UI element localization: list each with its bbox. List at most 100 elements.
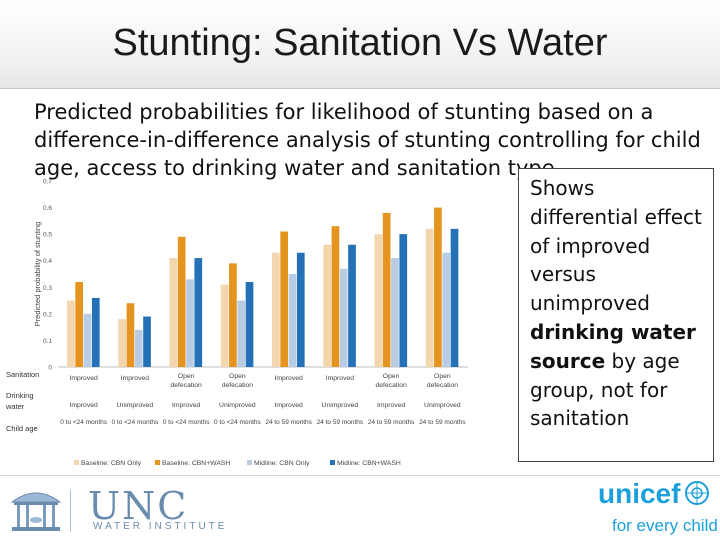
bar-4-3 — [194, 258, 203, 367]
y-tick-label-2: 0.2 — [43, 311, 52, 318]
bar-4-5 — [296, 252, 305, 367]
unc-logo-name: UNC — [88, 484, 189, 528]
unc-logo-sub: WATER INSTITUTE — [93, 521, 228, 532]
y-tick-label-4: 0.4 — [43, 258, 52, 265]
bar-3-4 — [237, 300, 246, 367]
age-label-2: 0 to <24 months — [111, 419, 159, 426]
bar-1-4 — [220, 284, 229, 367]
title-bar — [0, 0, 720, 88]
callout-box — [518, 168, 714, 462]
bar-3-6 — [339, 268, 348, 367]
bar-1-8 — [425, 228, 434, 367]
sanitation-label-3-line-2: defecation — [170, 382, 202, 389]
sanitation-label-5: Improved — [274, 375, 303, 382]
bar-3-3 — [186, 279, 194, 367]
bar-2-1 — [75, 281, 84, 367]
sanitation-label-8-line-2: defecation — [427, 382, 459, 389]
sanitation-label-3-line-1: Open — [178, 373, 195, 380]
bar-2-8 — [434, 207, 442, 367]
bar-4-6 — [348, 244, 356, 367]
unicef-emblem-icon — [685, 481, 709, 505]
callout-text-end: by age group, not for sanitation — [530, 348, 680, 431]
callout-bold-source: source — [530, 348, 606, 373]
water-label-6: Unimproved — [322, 402, 359, 409]
y-tick-label-6: 0.6 — [43, 205, 52, 212]
bar-2-4 — [229, 263, 237, 367]
age-label-5: 24 to 59 months — [265, 419, 312, 426]
bar-2-6 — [331, 226, 340, 367]
bar-2-5 — [280, 231, 289, 367]
bar-4-1 — [91, 297, 100, 367]
title-divider — [0, 88, 720, 89]
row-label-water-line-2: water — [5, 402, 25, 411]
legend-label-1: Baseline: CBN Only — [81, 460, 142, 467]
bar-4-2 — [143, 316, 151, 367]
y-tick-label-7: 0.7 — [43, 179, 52, 186]
water-label-3: Improved — [172, 402, 201, 409]
water-label-7: Improved — [377, 402, 406, 409]
unicef-logo-name: unicef — [598, 478, 681, 509]
unicef-tagline: for every child — [612, 516, 718, 535]
age-label-8: 24 to 59 months — [419, 419, 466, 426]
water-label-1: Improved — [69, 402, 98, 409]
stunting-bar-chart: 0 0.1 0.2 0.3 0.4 0.5 0.6 0.7 Predicted probabil… — [5, 179, 468, 467]
bar-1-5 — [272, 252, 280, 367]
bar-4-4 — [245, 281, 254, 367]
sanitation-label-4-line-1: Open — [229, 373, 246, 380]
unc-old-well-logo — [10, 492, 62, 531]
unc-logo-divider — [70, 490, 71, 532]
row-label-water-line-1: Drinking — [6, 391, 34, 400]
bar-3-8 — [442, 252, 451, 367]
bar-3-1 — [83, 313, 92, 367]
bar-3-5 — [288, 274, 297, 367]
y-tick-label-0: 0 — [48, 365, 52, 372]
age-label-1: 0 to <24 months — [60, 419, 108, 426]
legend-label-4: Midline: CBN+WASH — [337, 460, 401, 467]
callout-text: Shows differential effect of improved ve… — [530, 174, 708, 433]
legend-swatch-1 — [74, 460, 79, 465]
bar-1-1 — [67, 300, 75, 367]
age-label-7: 24 to 59 months — [368, 419, 415, 426]
callout-text-start: Shows differential effect of improved ve… — [530, 176, 702, 316]
y-tick-label-3: 0.3 — [43, 285, 52, 292]
slide-title: Stunting: Sanitation Vs Water — [112, 22, 608, 64]
age-label-6: 24 to 59 months — [317, 419, 364, 426]
water-label-8: Unimproved — [424, 402, 461, 409]
legend-swatch-2 — [155, 460, 160, 465]
footer-divider — [0, 475, 720, 476]
bar-3-2 — [134, 329, 143, 367]
water-label-2: Unimproved — [117, 402, 154, 409]
slide-subtitle: Predicted probabilities for likelihood o… — [34, 100, 701, 180]
sanitation-label-8-line-1: Open — [434, 373, 451, 380]
bar-1-7 — [374, 234, 383, 367]
legend-label-3: Midline: CBN Only — [254, 460, 310, 467]
age-label-3: 0 to <24 months — [163, 419, 211, 426]
row-label-age: Child age — [6, 424, 38, 433]
sanitation-label-1: Improved — [69, 375, 98, 382]
bar-1-3 — [169, 258, 178, 367]
age-label-4: 0 to <24 months — [214, 419, 262, 426]
bar-2-3 — [177, 236, 186, 367]
bar-4-8 — [450, 228, 459, 367]
sanitation-label-6: Improved — [326, 375, 355, 382]
bar-3-7 — [391, 258, 399, 367]
bar-1-6 — [323, 244, 331, 367]
water-label-5: Improved — [274, 402, 303, 409]
sanitation-label-2: Improved — [121, 375, 150, 382]
legend-swatch-3 — [247, 460, 252, 465]
sanitation-label-7-line-2: defecation — [375, 382, 407, 389]
y-tick-label-1: 0.1 — [43, 338, 52, 345]
y-tick-label-5: 0.5 — [43, 232, 52, 239]
legend-label-2: Baseline: CBN+WASH — [162, 460, 230, 467]
bar-2-7 — [382, 212, 391, 367]
bar-4-7 — [399, 234, 408, 367]
bar-1-2 — [118, 319, 126, 367]
bar-2-2 — [126, 303, 135, 367]
sanitation-label-7-line-1: Open — [383, 373, 400, 380]
callout-bold-water: drinking water — [530, 319, 696, 344]
legend-swatch-4 — [330, 460, 335, 465]
water-label-4: Unimproved — [219, 402, 256, 409]
sanitation-label-4-line-2: defecation — [222, 382, 254, 389]
row-label-sanitation: Sanitation — [6, 370, 39, 379]
y-axis-label: Predicted probability of stunting — [33, 222, 42, 327]
